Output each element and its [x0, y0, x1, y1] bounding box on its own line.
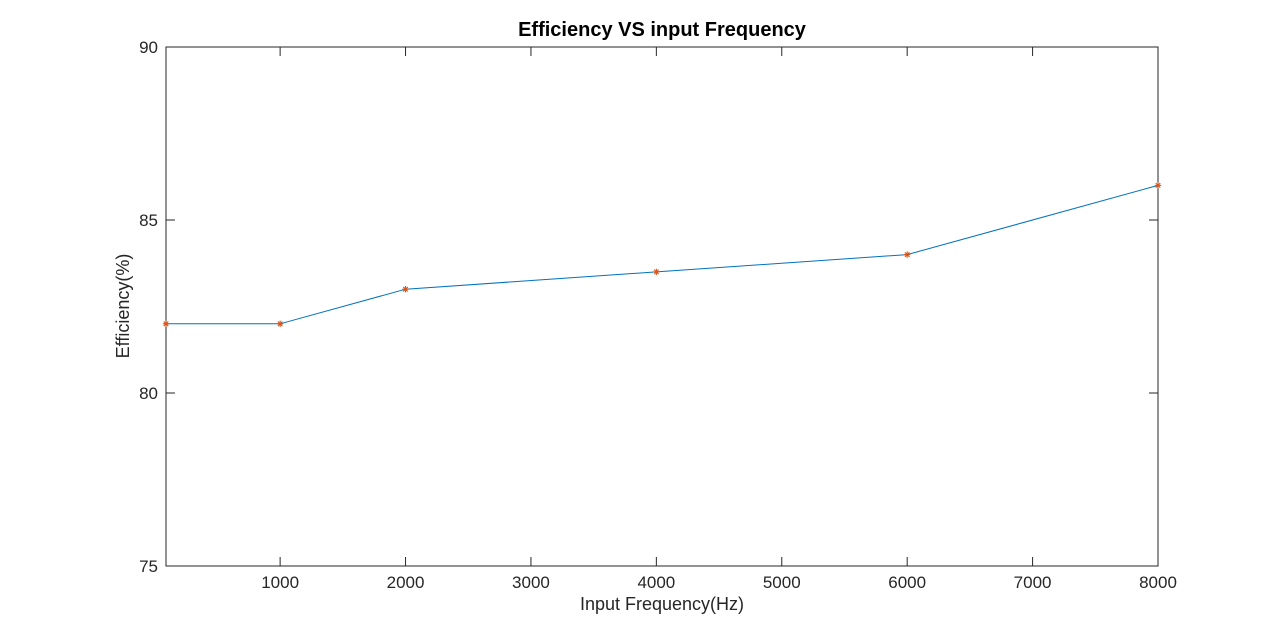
data-point-stroke: [402, 286, 409, 292]
x-tick-label: 5000: [763, 573, 801, 592]
y-axis-label: Efficiency(%): [113, 254, 133, 359]
data-point: [653, 268, 660, 276]
x-tick-label: 3000: [512, 573, 550, 592]
x-tick-label: 8000: [1139, 573, 1177, 592]
data-point: [1154, 182, 1162, 189]
y-tick-label: 90: [139, 38, 158, 57]
x-tick-label: 4000: [637, 573, 675, 592]
x-tick-label: 7000: [1014, 573, 1052, 592]
data-point-stroke: [653, 269, 660, 275]
data-point-stroke: [904, 251, 910, 258]
series-layer: [162, 182, 1162, 327]
x-tick-label: 6000: [888, 573, 926, 592]
data-point: [162, 320, 170, 327]
x-tick-label: 2000: [387, 573, 425, 592]
data-point: [903, 251, 911, 258]
x-tick-label: 1000: [261, 573, 299, 592]
data-point: [276, 320, 284, 327]
chart-title: Efficiency VS input Frequency: [518, 19, 807, 41]
data-point: [402, 286, 409, 293]
y-tick-label: 80: [139, 384, 158, 403]
series-line: [166, 184, 1159, 325]
y-tick-label: 75: [139, 557, 158, 576]
data-point-stroke: [163, 321, 169, 327]
data-point-stroke: [277, 321, 283, 327]
x-axis-label: Input Frequency(Hz): [580, 594, 744, 614]
plot-frame: [165, 46, 1159, 567]
data-point-stroke: [1155, 182, 1161, 189]
plot-area: 1000 2000 3000 4000 5000 6000 7000 8000 75 80 85 90: [139, 38, 1177, 592]
y-tick-label: 85: [139, 211, 158, 230]
